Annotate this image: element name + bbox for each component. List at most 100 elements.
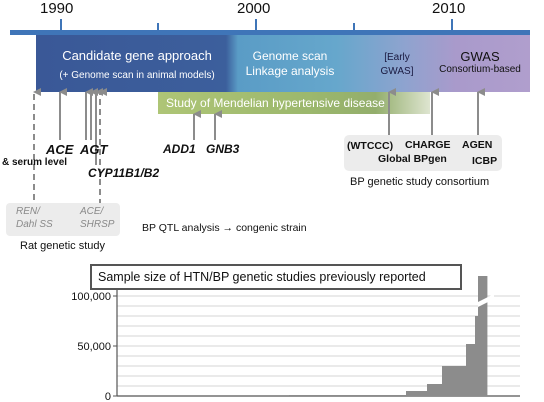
year-1990: 1990 bbox=[40, 0, 74, 17]
chart-bar bbox=[460, 366, 464, 396]
chart-bar bbox=[319, 395, 323, 396]
chart-bar bbox=[406, 391, 410, 396]
phase-genome-scan: Genome scan Linkage analysis bbox=[240, 49, 340, 79]
chart-bar bbox=[409, 391, 413, 396]
chart-bar bbox=[349, 395, 353, 396]
chart-title: Sample size of HTN/BP genetic studies pr… bbox=[98, 270, 426, 284]
chart-bar bbox=[376, 395, 380, 396]
chart-title-box bbox=[90, 264, 462, 290]
chart-bar bbox=[364, 395, 368, 396]
consortium-agen: AGEN bbox=[462, 139, 493, 151]
chart-bar bbox=[421, 391, 425, 396]
chart-y-tick-label: 0 bbox=[105, 391, 111, 402]
chart-bar bbox=[436, 384, 440, 396]
axis-tick bbox=[255, 19, 257, 35]
phase-gwas-line2: Consortium-based bbox=[439, 64, 521, 75]
consortium-global: Global BPgen bbox=[378, 153, 447, 165]
timeline-axis bbox=[10, 30, 530, 35]
chart-bar bbox=[307, 395, 311, 396]
axis-tick bbox=[157, 23, 159, 35]
chart-bar bbox=[379, 395, 383, 396]
phase-genome-scan-line1: Genome scan bbox=[252, 49, 328, 63]
chart-bar bbox=[391, 395, 395, 396]
chart-bar bbox=[313, 395, 317, 396]
mendelian-band: Study of Mendelian hypertensive disease bbox=[158, 92, 430, 114]
chart-bar bbox=[445, 366, 449, 396]
year-2000: 2000 bbox=[237, 0, 271, 17]
phase-early-gwas-line1: [Early bbox=[384, 52, 410, 63]
chart-bar bbox=[439, 384, 443, 396]
chart-bar bbox=[301, 395, 305, 396]
chart-bar bbox=[433, 384, 437, 396]
chart-bar bbox=[472, 344, 476, 396]
chart-bar bbox=[418, 391, 422, 396]
phase-gwas: GWAS Consortium-based bbox=[430, 49, 530, 75]
chart-bar bbox=[415, 391, 419, 396]
chart-bar bbox=[424, 391, 428, 396]
chart-bar bbox=[388, 395, 392, 396]
consortium-wtccc: (WTCCC) bbox=[347, 140, 394, 152]
chart-bar bbox=[478, 276, 482, 396]
axis-tick bbox=[451, 19, 453, 35]
chart-bar bbox=[412, 391, 416, 396]
chart-bar bbox=[475, 316, 479, 396]
chart-bar bbox=[397, 395, 401, 396]
chart-bar bbox=[400, 395, 404, 396]
phase-candidate-title: Candidate gene approach bbox=[62, 48, 212, 63]
chart-bar bbox=[361, 395, 365, 396]
chart-bar bbox=[448, 366, 452, 396]
qtl-text: BP QTL analysis → congenic strain bbox=[142, 222, 307, 234]
consortium-charge: CHARGE bbox=[405, 139, 451, 151]
phase-gwas-line1: GWAS bbox=[460, 49, 500, 64]
gene-gnb3: GNB3 bbox=[206, 142, 240, 156]
chart-bar bbox=[343, 395, 347, 396]
chart-y-tick-label: 50,000 bbox=[77, 341, 111, 353]
consortium-box bbox=[344, 135, 502, 171]
sample-size-chart: 0 50,000 100,000 bbox=[71, 276, 520, 402]
chart-bar bbox=[427, 384, 431, 396]
chart-bar bbox=[355, 395, 359, 396]
chart-bar bbox=[463, 366, 467, 396]
chart-bar bbox=[325, 395, 329, 396]
chart-bar bbox=[334, 395, 338, 396]
chart-bar bbox=[289, 395, 293, 396]
gene-ace-note: & serum level bbox=[2, 157, 68, 168]
year-2010: 2010 bbox=[432, 0, 466, 17]
chart-bar bbox=[352, 395, 356, 396]
phase-early-gwas: [Early GWAS] bbox=[372, 51, 422, 79]
consortium-caption: BP genetic study consortium bbox=[350, 176, 490, 188]
chart-bar bbox=[466, 344, 470, 396]
phase-early-gwas-line2: GWAS] bbox=[380, 66, 414, 77]
chart-bar bbox=[358, 395, 362, 396]
consortium-icbp: ICBP bbox=[472, 155, 498, 167]
gene-add1: ADD1 bbox=[163, 142, 196, 156]
chart-bar bbox=[442, 366, 446, 396]
chart-bar bbox=[430, 384, 434, 396]
chart-bar bbox=[373, 395, 377, 396]
chart-bar bbox=[469, 344, 473, 396]
chart-bar bbox=[346, 395, 350, 396]
chart-bar bbox=[454, 366, 458, 396]
chart-bar bbox=[322, 395, 326, 396]
chart-y-tick-label: 100,000 bbox=[71, 291, 111, 303]
chart-bar bbox=[295, 395, 299, 396]
phase-band bbox=[36, 35, 530, 92]
chart-bar bbox=[292, 395, 296, 396]
chart-bar bbox=[481, 276, 485, 396]
rat-caption: Rat genetic study bbox=[20, 240, 105, 252]
chart-bar bbox=[370, 395, 374, 396]
chart-bar bbox=[337, 395, 341, 396]
rat-strain-box bbox=[6, 203, 120, 236]
chart-bar bbox=[394, 395, 398, 396]
chart-bar bbox=[340, 395, 344, 396]
chart-bar bbox=[451, 366, 455, 396]
chart-bar bbox=[382, 395, 386, 396]
chart-axis-break bbox=[478, 294, 494, 307]
chart-bar bbox=[403, 395, 407, 396]
gene-agt: AGT bbox=[80, 142, 108, 157]
rat-dahl: Dahl SS bbox=[16, 219, 53, 230]
axis-tick bbox=[353, 23, 355, 35]
phase-candidate-subtitle: (+ Genome scan in animal models) bbox=[59, 70, 215, 81]
rat-ren: REN/ bbox=[16, 206, 40, 217]
